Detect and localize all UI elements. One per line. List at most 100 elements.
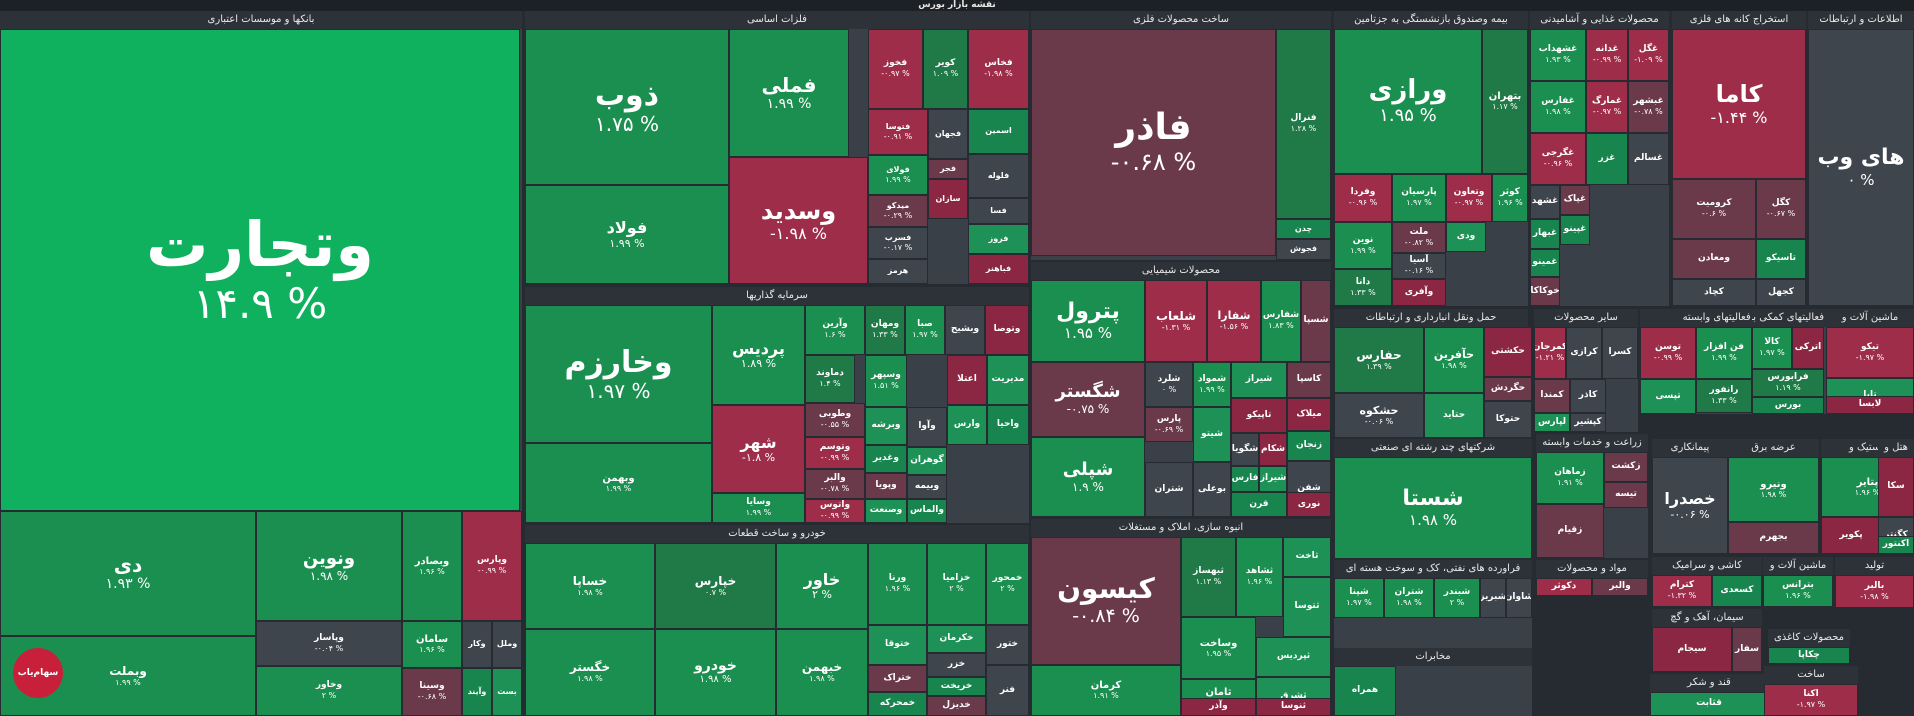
stock-tile[interactable]: زقیام	[1536, 504, 1604, 558]
stock-tile[interactable]: فملی ۱.۹۹ %	[729, 29, 849, 157]
stock-tile[interactable]: تاپیکو	[1231, 398, 1287, 433]
stock-tile[interactable]: وبرشه	[865, 407, 907, 445]
stock-tile[interactable]: زکشت	[1604, 452, 1648, 482]
stock-tile[interactable]: کاذر	[1570, 379, 1606, 413]
stock-tile[interactable]: شپلی ۱.۹ %	[1031, 437, 1145, 517]
stock-tile[interactable]: فارس	[1231, 466, 1259, 492]
stock-tile[interactable]: کچاد	[1672, 279, 1756, 306]
stock-tile[interactable]: شفارا -۱.۵۶ %	[1207, 280, 1261, 362]
stock-tile[interactable]: لپارس	[1534, 413, 1570, 432]
stock-tile[interactable]: شستا ۱.۹۸ %	[1334, 457, 1532, 559]
stock-tile[interactable]: ثپردیس	[1256, 637, 1331, 677]
stock-tile[interactable]: بست	[492, 668, 522, 716]
stock-tile[interactable]: آسیا -۰.۱۶ %	[1392, 253, 1446, 279]
stock-tile[interactable]: وملل	[492, 621, 522, 668]
stock-tile[interactable]: رانفور ۱.۳۳ %	[1696, 379, 1752, 413]
stock-tile[interactable]: لابسا	[1826, 396, 1914, 414]
stock-tile[interactable]: شیراز	[1259, 466, 1287, 492]
stock-tile[interactable]: پارسیان ۱.۹۷ %	[1392, 174, 1446, 222]
stock-tile[interactable]: فتوسا -۰.۹۱ %	[868, 109, 928, 155]
stock-tile[interactable]: بالبر -۱.۹۸ %	[1835, 575, 1914, 608]
stock-tile[interactable]: ذوب ۱.۷۵ %	[525, 29, 729, 185]
stock-tile[interactable]: دانا ۱.۳۳ %	[1334, 269, 1392, 306]
stock-tile[interactable]: فلوله	[968, 154, 1029, 198]
stock-tile[interactable]: نوین ۱.۹۹ %	[1334, 222, 1392, 269]
stock-tile[interactable]: شاوان	[1506, 578, 1532, 618]
stock-tile[interactable]: کرازی	[1566, 327, 1602, 379]
stock-tile[interactable]: پترول ۱.۹۵ %	[1031, 280, 1145, 362]
stock-tile[interactable]: دی ۱.۹۳ %	[0, 511, 256, 636]
stock-tile[interactable]: فرابورس ۱.۱۹ %	[1752, 369, 1824, 397]
stock-tile[interactable]: صبا ۱.۹۷ %	[905, 305, 945, 355]
stock-tile[interactable]: بجهرم	[1728, 522, 1819, 554]
stock-tile[interactable]: فجهان	[928, 109, 968, 159]
stock-tile[interactable]: فولاد ۱.۹۹ %	[525, 185, 729, 284]
stock-tile[interactable]: کویر ۱.۰۹ %	[923, 29, 968, 109]
stock-tile[interactable]: وبشیح	[945, 305, 985, 355]
stock-tile[interactable]: ورنا ۱.۹۶ %	[868, 543, 927, 625]
stock-tile[interactable]: میدکو -۰.۲۹ %	[868, 195, 928, 227]
stock-tile[interactable]: وطوبی -۰.۵۵ %	[805, 403, 865, 437]
stock-tile[interactable]: دماوند ۱.۴ %	[805, 355, 855, 403]
stock-tile[interactable]: وآیند	[462, 668, 492, 716]
stock-tile[interactable]: میلاک	[1287, 398, 1331, 431]
stock-tile[interactable]: حگردش	[1484, 377, 1532, 401]
stock-tile[interactable]: پارس -۰.۶۹ %	[1145, 407, 1193, 442]
stock-tile[interactable]: دکوثر	[1536, 578, 1592, 596]
stock-tile[interactable]: اعتلا	[947, 355, 987, 405]
stock-tile[interactable]: حتاید	[1424, 393, 1484, 438]
stock-tile[interactable]: ختور	[986, 625, 1029, 665]
stock-tile[interactable]: زنجان	[1287, 431, 1331, 461]
stock-tile[interactable]: غسالم	[1628, 133, 1669, 185]
stock-tile[interactable]: قرن	[1231, 492, 1287, 517]
stock-tile[interactable]: فسرب -۰.۱۷ %	[868, 227, 928, 259]
stock-tile[interactable]: غشهد	[1530, 185, 1560, 219]
stock-tile[interactable]: خودرو ۱.۹۸ %	[655, 629, 776, 716]
stock-tile[interactable]: سفار	[1732, 627, 1762, 672]
stock-tile[interactable]: بتهران ۱.۱۷ %	[1482, 29, 1528, 174]
stock-tile[interactable]: ودی	[1446, 222, 1486, 252]
stock-tile[interactable]: حشکوه -۰.۰۶ %	[1334, 393, 1424, 438]
stock-tile[interactable]: وخارزم ۱.۹۷ %	[525, 305, 712, 443]
stock-tile[interactable]: واتوس -۰.۹۹ %	[805, 499, 865, 523]
stock-tile[interactable]: غدانه -۰.۹۹ %	[1586, 29, 1628, 81]
stock-tile[interactable]: فجر	[928, 159, 968, 179]
stock-tile[interactable]: وتجارت ۱۴.۹ %	[0, 29, 520, 511]
stock-tile[interactable]: شکام	[1259, 433, 1287, 466]
stock-tile[interactable]: والبر	[1592, 578, 1648, 596]
stock-tile[interactable]: شیتو	[1193, 407, 1231, 462]
stock-tile[interactable]: شلرد ۰ %	[1145, 362, 1193, 407]
stock-tile[interactable]: ورازی ۱.۹۵ %	[1334, 29, 1482, 174]
stock-tile[interactable]: چدن	[1276, 219, 1331, 239]
stock-tile[interactable]: کمرجان -۱.۲۱ %	[1534, 327, 1566, 379]
stock-tile[interactable]: واحیا	[987, 405, 1029, 445]
stock-tile[interactable]: وخاور ۲ %	[256, 666, 402, 716]
stock-tile[interactable]: توسن -۰.۹۹ %	[1640, 327, 1696, 379]
stock-tile[interactable]: کمندا	[1534, 379, 1570, 413]
stock-tile[interactable]: کاسپا	[1287, 362, 1331, 398]
stock-tile[interactable]: خگستر ۱.۹۸ %	[525, 629, 655, 716]
stock-tile[interactable]: تاسیکو	[1756, 239, 1806, 279]
stock-tile[interactable]: غپاک	[1560, 185, 1590, 215]
stock-tile[interactable]: هرمز	[868, 259, 928, 284]
stock-tile[interactable]: غگل -۱.۰۹ %	[1628, 29, 1669, 81]
stock-tile[interactable]: وآذر	[1181, 698, 1256, 716]
stock-tile[interactable]: خاور ۲ %	[776, 543, 868, 629]
stock-tile[interactable]: غشهداب ۱.۹۳ %	[1530, 29, 1586, 81]
stock-tile[interactable]: وساخت ۱.۹۵ %	[1181, 617, 1256, 679]
stock-tile[interactable]: شمواد ۱.۹۹ %	[1193, 362, 1231, 407]
stock-tile[interactable]: خپارس ۰.۷ %	[655, 543, 776, 629]
stock-tile[interactable]: وبهمن ۱.۹۹ %	[525, 443, 712, 523]
stock-tile[interactable]: بوعلی	[1193, 462, 1231, 517]
stock-tile[interactable]: خوکاکا	[1530, 277, 1560, 306]
stock-tile[interactable]: والماس	[907, 499, 947, 523]
stock-tile[interactable]: شفارس ۱.۸۳ %	[1261, 280, 1301, 362]
stock-tile[interactable]: وصنعت	[865, 499, 907, 523]
stock-tile[interactable]: سکا	[1878, 457, 1914, 517]
stock-tile[interactable]: شتران ۱.۹۸ %	[1384, 578, 1434, 618]
stock-tile[interactable]: شپنا ۱.۹۷ %	[1334, 578, 1384, 618]
stock-tile[interactable]: حکشتی	[1484, 327, 1532, 377]
stock-tile[interactable]: تپسی	[1640, 379, 1696, 414]
stock-tile[interactable]: شتران	[1145, 462, 1193, 517]
stock-tile[interactable]: ونوین ۱.۹۸ %	[256, 511, 402, 621]
